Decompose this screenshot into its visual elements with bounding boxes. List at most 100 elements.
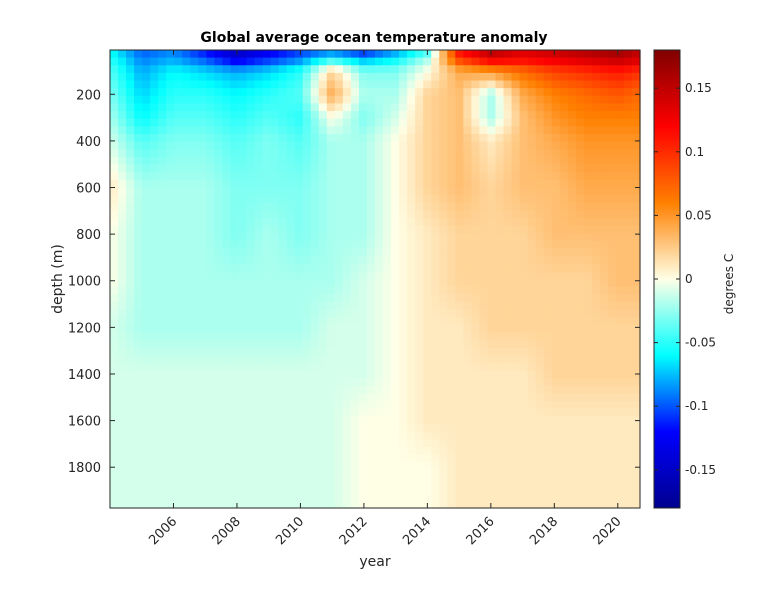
heatmap-cell: [342, 202, 352, 211]
heatmap-cell: [607, 477, 617, 486]
heatmap-cell: [294, 439, 304, 448]
heatmap-cell: [583, 301, 593, 311]
heatmap-cell: [270, 408, 280, 417]
heatmap-cell: [150, 385, 159, 395]
heatmap-cell: [511, 118, 521, 127]
heatmap-cell: [118, 248, 127, 257]
heatmap-cell: [447, 393, 456, 402]
heatmap-cell: [527, 355, 537, 364]
heatmap-cell: [262, 271, 272, 280]
heatmap-cell: [559, 439, 569, 448]
heatmap-cell: [519, 210, 529, 219]
heatmap-cell: [599, 431, 609, 440]
heatmap-cell: [567, 88, 577, 97]
heatmap-cell: [631, 195, 641, 204]
heatmap-cell: [455, 279, 464, 288]
heatmap-cell: [350, 179, 360, 188]
heatmap-cell: [615, 294, 625, 303]
heatmap-cell: [615, 233, 625, 242]
heatmap-cell: [358, 424, 368, 433]
heatmap-cell: [118, 195, 127, 204]
heatmap-cell: [527, 217, 537, 227]
heatmap-cell: [134, 271, 143, 280]
heatmap-cell: [375, 103, 384, 112]
heatmap-cell: [246, 317, 256, 326]
heatmap-cell: [310, 111, 320, 120]
heatmap-cell: [447, 385, 456, 395]
heatmap-cell: [615, 324, 625, 334]
heatmap-cell: [599, 256, 609, 265]
heatmap-cell: [375, 95, 384, 105]
heatmap-cell: [511, 408, 521, 417]
heatmap-cell: [447, 210, 456, 219]
heatmap-cell: [334, 401, 344, 410]
heatmap-cell: [206, 279, 215, 288]
heatmap-cell: [366, 362, 376, 372]
heatmap-cell: [591, 485, 601, 494]
heatmap-cell: [126, 462, 135, 471]
heatmap-cell: [254, 309, 264, 318]
heatmap-cell: [174, 72, 183, 82]
heatmap-cell: [567, 454, 577, 463]
heatmap-cell: [254, 424, 264, 433]
heatmap-cell: [246, 332, 256, 341]
heatmap-cell: [198, 141, 207, 150]
heatmap-cell: [423, 172, 432, 181]
heatmap-cell: [543, 57, 553, 66]
heatmap-cell: [567, 187, 577, 196]
heatmap-cell: [270, 164, 280, 173]
heatmap-cell: [631, 324, 641, 334]
heatmap-cell: [270, 149, 280, 158]
heatmap-cell: [495, 424, 505, 433]
chart-title: Global average ocean temperature anomaly: [200, 30, 547, 46]
heatmap-cell: [591, 431, 601, 440]
heatmap-cell: [118, 340, 127, 349]
heatmap-cell: [559, 72, 569, 82]
heatmap-cell: [431, 492, 440, 501]
heatmap-cell: [415, 424, 424, 433]
heatmap-cell: [126, 240, 135, 250]
heatmap-cell: [383, 469, 392, 479]
heatmap-cell: [214, 492, 224, 501]
heatmap-cell: [591, 164, 601, 173]
heatmap-cell: [206, 149, 215, 158]
heatmap-cell: [174, 332, 183, 341]
heatmap-cell: [591, 187, 601, 196]
heatmap-cell: [142, 248, 151, 257]
heatmap-cell: [190, 309, 199, 318]
heatmap-cell: [118, 317, 127, 326]
heatmap-cell: [623, 431, 633, 440]
heatmap-cell: [407, 149, 416, 158]
heatmap-cell: [543, 103, 553, 112]
heatmap-cell: [294, 195, 304, 204]
heatmap-cell: [559, 469, 569, 479]
heatmap-cell: [591, 88, 601, 97]
heatmap-cell: [471, 248, 480, 257]
heatmap-cell: [415, 317, 424, 326]
heatmap-cell: [439, 492, 448, 501]
heatmap-cell: [366, 469, 376, 479]
heatmap-cell: [358, 156, 368, 166]
heatmap-cell: [575, 370, 585, 379]
heatmap-cell: [415, 164, 424, 173]
heatmap-cell: [383, 477, 392, 486]
heatmap-cell: [198, 347, 207, 356]
heatmap-cell: [342, 95, 352, 105]
heatmap-cell: [142, 485, 151, 494]
heatmap-cell: [487, 408, 497, 417]
heatmap-cell: [471, 378, 480, 387]
heatmap-cell: [503, 225, 513, 234]
heatmap-cell: [326, 80, 336, 89]
heatmap-cell: [559, 263, 569, 272]
heatmap-cell: [423, 416, 432, 425]
heatmap-cell: [158, 485, 167, 494]
heatmap-cell: [350, 500, 360, 509]
heatmap-cell: [278, 485, 288, 494]
heatmap-cell: [447, 446, 456, 456]
heatmap-cell: [543, 370, 553, 379]
heatmap-cell: [334, 233, 344, 242]
heatmap-cell: [455, 210, 464, 219]
heatmap-cell: [559, 477, 569, 486]
heatmap-cell: [511, 332, 521, 341]
heatmap-cell: [599, 72, 609, 82]
